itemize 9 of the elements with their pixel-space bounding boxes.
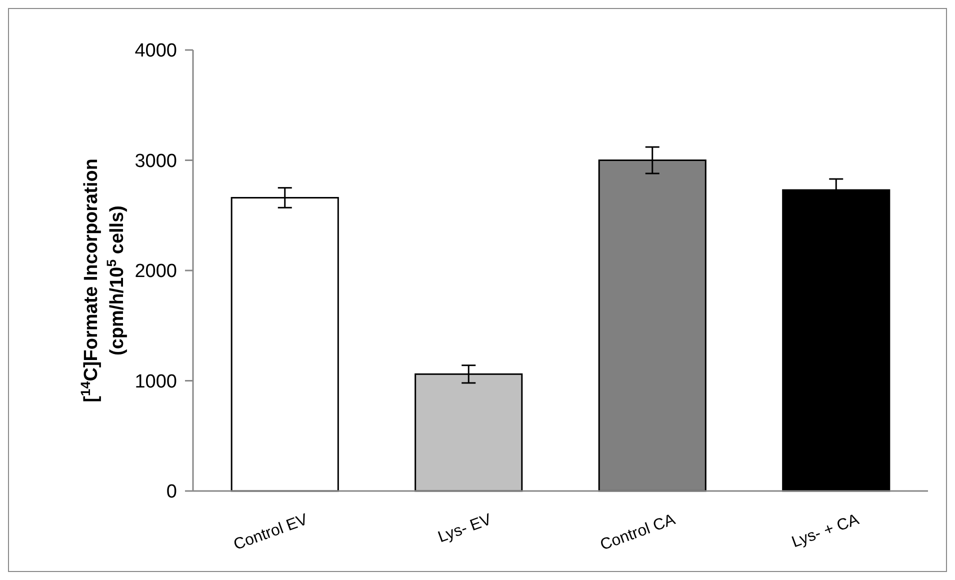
y-tick-label: 2000 (134, 261, 177, 282)
x-tick-label: Control CA (598, 511, 678, 554)
y-tick-label: 0 (166, 482, 177, 503)
x-tick-label: Control EV (232, 511, 310, 554)
y-tick-label: 4000 (134, 40, 177, 62)
x-tick-label: Lys- + CA (790, 511, 862, 552)
x-tick-label: Lys- EV (436, 511, 494, 546)
y-tick-label: 1000 (134, 371, 177, 392)
y-tick-label: 3000 (134, 150, 177, 172)
